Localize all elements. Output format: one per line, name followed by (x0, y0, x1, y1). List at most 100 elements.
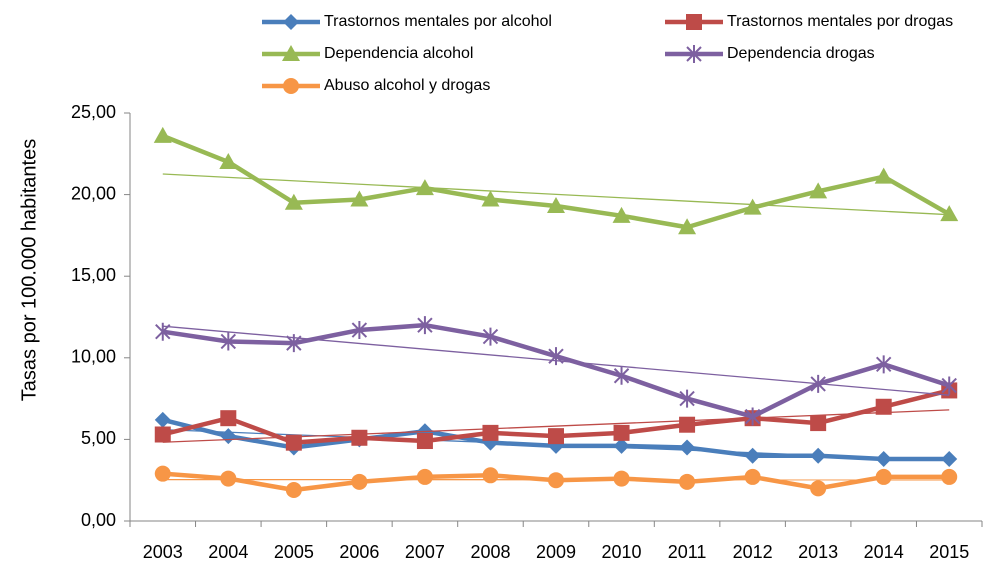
marker-shape (548, 347, 564, 366)
data-point (810, 374, 826, 393)
data-point (351, 473, 368, 490)
x-tick-label: 2003 (143, 542, 183, 562)
data-point (482, 424, 499, 441)
data-point (810, 480, 827, 497)
data-point (219, 152, 238, 169)
marker-shape (874, 167, 893, 184)
data-point (154, 426, 171, 443)
marker-shape (282, 45, 300, 61)
data-point (415, 179, 434, 196)
data-point (481, 190, 500, 207)
marker-shape (679, 473, 696, 490)
data-point (875, 398, 892, 415)
marker-shape (686, 45, 702, 63)
marker-shape (220, 428, 237, 445)
series-line (162, 322, 950, 419)
data-point (744, 468, 761, 485)
legend-item: Dependencia alcohol (262, 45, 473, 62)
marker-shape (283, 14, 299, 30)
x-tick-label: 2009 (536, 542, 576, 562)
marker-shape (547, 197, 565, 214)
marker-shape (679, 416, 696, 433)
data-point (220, 332, 237, 351)
x-tick-label: 2012 (733, 542, 773, 562)
marker-shape (220, 470, 237, 487)
data-point (613, 366, 630, 385)
marker-shape (482, 327, 499, 346)
marker-shape (613, 424, 630, 441)
marker-shape (154, 426, 171, 443)
data-point (351, 429, 368, 446)
data-point (678, 218, 697, 235)
marker-shape (153, 126, 172, 143)
y-tick-label: 10,00 (71, 347, 116, 367)
data-point (548, 347, 564, 366)
y-tick-label: 15,00 (71, 265, 116, 285)
legend-item: Trastornos mentales por alcohol (262, 13, 552, 30)
data-point (153, 126, 172, 143)
marker-shape (154, 465, 171, 482)
legend-marker (686, 14, 702, 30)
marker-shape (941, 450, 958, 467)
data-point (416, 468, 433, 485)
marker-shape (155, 322, 171, 341)
data-point (613, 424, 630, 441)
data-point (548, 472, 564, 489)
data-point (154, 465, 171, 482)
x-tick-label: 2004 (208, 542, 248, 562)
x-tick-label: 2015 (929, 542, 969, 562)
marker-shape (284, 193, 303, 210)
marker-shape (220, 332, 237, 351)
legend-marker (686, 45, 702, 63)
data-point (220, 410, 237, 427)
marker-shape (875, 468, 892, 485)
data-point (679, 439, 696, 456)
data-point (612, 206, 631, 223)
data-point (417, 316, 433, 335)
marker-shape (351, 473, 368, 490)
marker-shape (286, 334, 302, 353)
marker-shape (678, 218, 697, 235)
data-point (548, 428, 564, 445)
marker-shape (482, 424, 499, 441)
data-point (482, 467, 499, 484)
marker-shape (351, 429, 368, 446)
marker-shape (809, 182, 828, 199)
y-tick-label: 5,00 (81, 428, 116, 448)
legend-item: Dependencia drogas (665, 45, 875, 63)
trend-line (162, 173, 950, 216)
marker-shape (743, 198, 762, 215)
data-point (613, 437, 630, 454)
legend-marker (283, 14, 299, 30)
marker-shape (220, 410, 237, 427)
marker-shape (875, 355, 892, 374)
marker-shape (810, 447, 827, 464)
x-tick-label: 2010 (602, 542, 642, 562)
data-point (220, 428, 237, 445)
legend-marker (282, 45, 300, 61)
data-point (547, 197, 565, 214)
marker-shape (613, 470, 630, 487)
legend-label: Dependencia drogas (727, 45, 875, 62)
x-tick-label: 2008 (470, 542, 510, 562)
data-point (286, 334, 302, 353)
data-point (220, 470, 237, 487)
marker-shape (875, 450, 892, 467)
legend-label: Abuso alcohol y drogas (324, 77, 490, 94)
marker-shape (415, 179, 434, 196)
marker-shape (285, 434, 302, 451)
marker-shape (744, 447, 761, 464)
series-line (161, 133, 951, 230)
x-tick-label: 2013 (798, 542, 838, 562)
data-point (941, 376, 957, 395)
legend-label: Trastornos mentales por drogas (727, 13, 953, 30)
data-point (679, 389, 695, 408)
marker-shape (613, 437, 630, 454)
marker-shape (416, 468, 433, 485)
marker-shape (416, 433, 433, 450)
data-point (284, 193, 303, 210)
marker-shape (744, 468, 761, 485)
y-tick-label: 20,00 (71, 183, 116, 203)
